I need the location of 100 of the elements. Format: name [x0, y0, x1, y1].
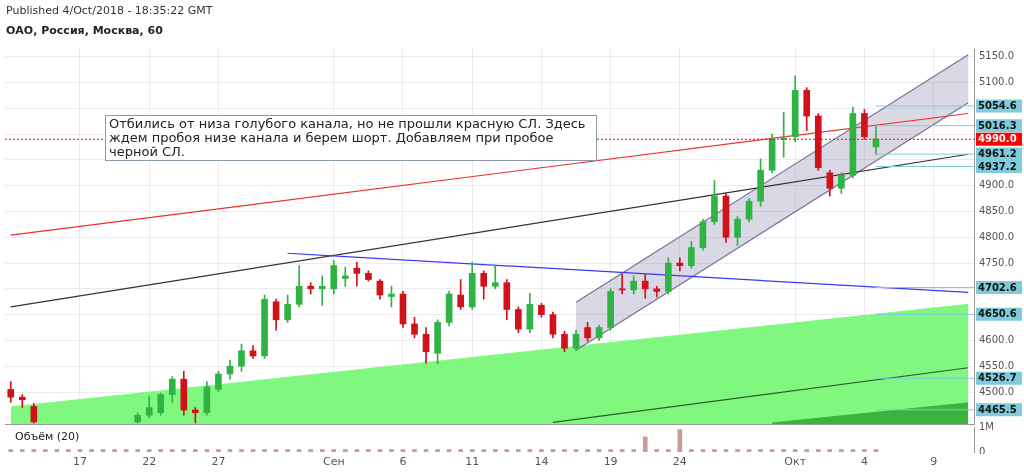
bar	[54, 449, 60, 452]
bar	[504, 449, 510, 452]
bar	[204, 449, 210, 452]
bar	[446, 449, 452, 452]
bar	[481, 449, 487, 452]
bar	[227, 449, 233, 452]
candlestick	[341, 266, 349, 287]
bar	[527, 449, 533, 452]
bar	[712, 449, 717, 452]
ref-line-label: 4937.2	[978, 160, 1017, 172]
bar	[862, 449, 867, 452]
x-tick-label: 11	[465, 454, 480, 468]
bar	[746, 449, 752, 452]
bar	[792, 449, 798, 452]
bar	[112, 449, 117, 452]
x-tick-label: 19	[603, 454, 618, 468]
y-tick-label: 1M	[979, 420, 994, 432]
bar	[619, 449, 625, 452]
bar	[516, 449, 521, 452]
candlestick	[353, 261, 361, 287]
annotation: Отбились от низа голубого канала, но не прошли красную СЛ. Здесь ждем пробоя низе канала и берем шорт. Добавляем при пробое черной СЛ.	[105, 115, 597, 161]
candlestick	[318, 275, 326, 306]
bar	[654, 449, 660, 452]
ref-line-label: 4961.2	[978, 148, 1017, 160]
y-tick-label: 4900.0	[979, 179, 1014, 191]
x-tick-label: Окт	[784, 454, 807, 468]
y-tick-label: 4600.0	[979, 334, 1014, 346]
bar	[562, 449, 567, 452]
bar	[250, 449, 256, 452]
bar	[354, 449, 360, 452]
bar	[781, 449, 786, 452]
bar	[550, 449, 556, 452]
bar	[389, 449, 394, 452]
bar	[216, 449, 221, 452]
x-tick-label: 24	[672, 454, 687, 468]
bar	[366, 449, 371, 452]
bar	[31, 449, 37, 452]
x-tick-label: 22	[142, 454, 157, 468]
ref-line-label: 4650.6	[978, 308, 1017, 320]
chart-title: Объём (20)	[15, 429, 80, 443]
bar	[804, 449, 810, 452]
bar	[873, 449, 879, 452]
bar	[735, 449, 740, 452]
y-tick-label: 4850.0	[979, 205, 1014, 217]
bar	[77, 449, 83, 452]
y-tick-label: 4800.0	[979, 230, 1014, 242]
x-tick-label: 14	[534, 454, 549, 468]
bar	[758, 449, 763, 452]
x-tick-label: Сен	[322, 454, 345, 468]
bar	[262, 449, 267, 452]
bar	[66, 449, 71, 452]
x-tick-label: 17	[72, 454, 87, 468]
bar	[342, 449, 348, 452]
bar	[492, 449, 498, 452]
ref-line-label: 4465.5	[978, 403, 1017, 415]
chart-title: ОАО, Россия, Москва, 60	[6, 24, 163, 37]
bar	[135, 449, 140, 452]
bar	[285, 449, 290, 452]
candlestick	[491, 264, 499, 290]
bar	[585, 449, 590, 452]
bar	[89, 449, 94, 452]
ref-line-label: 5054.6	[978, 100, 1017, 112]
bar	[146, 449, 152, 452]
bar	[827, 449, 833, 452]
bar	[123, 449, 129, 452]
y-tick-label: 4750.0	[979, 256, 1014, 268]
bar	[539, 449, 544, 452]
bar	[815, 449, 821, 452]
bar	[631, 449, 637, 452]
y-tick-label: 0	[979, 445, 986, 457]
bar	[19, 449, 25, 452]
y-tick-label: 4500.0	[979, 385, 1014, 397]
bar	[608, 449, 613, 452]
candlestick	[18, 394, 26, 408]
bar	[642, 436, 648, 452]
bar	[839, 449, 844, 452]
bar	[723, 449, 729, 452]
bar	[43, 449, 48, 452]
bar	[458, 449, 463, 452]
bar	[850, 449, 856, 452]
bar	[100, 449, 106, 452]
bar	[423, 449, 429, 452]
bar	[573, 449, 579, 452]
bar	[700, 449, 706, 452]
bar	[319, 449, 325, 452]
bar	[158, 449, 164, 452]
y-tick-label: 4550.0	[979, 359, 1014, 371]
bar	[169, 449, 175, 452]
bar	[435, 449, 440, 452]
bar	[689, 449, 694, 452]
bar	[239, 449, 244, 452]
bar	[377, 449, 383, 452]
ref-line-label: 4702.6	[978, 281, 1017, 293]
candlestick	[307, 282, 315, 295]
x-tick-label: 6	[399, 454, 407, 468]
x-tick-label: 4	[860, 454, 868, 468]
bar	[400, 449, 406, 452]
ref-line-label: 4526.7	[978, 372, 1017, 384]
ref-line-label: 5016.3	[978, 119, 1017, 131]
text: Published 4/Oct/2018 - 18:35:22 GMT	[6, 4, 213, 17]
